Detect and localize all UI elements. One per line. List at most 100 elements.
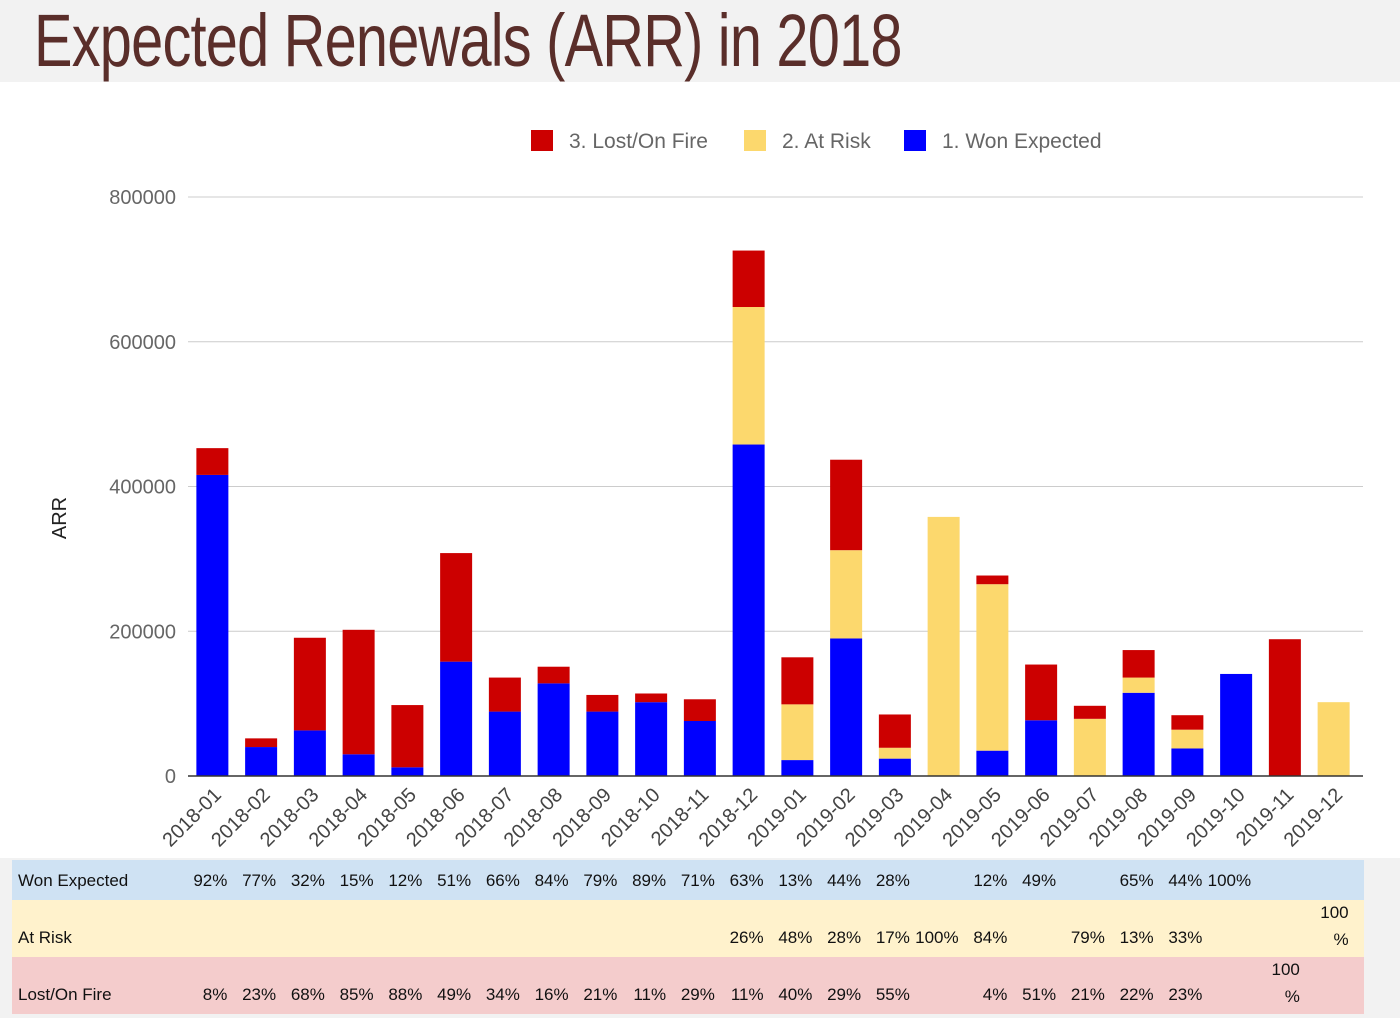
table-cell: 63% — [729, 871, 764, 890]
legend-swatch — [744, 130, 766, 151]
table-cell: 17% — [875, 928, 910, 947]
bar-risk — [1317, 702, 1350, 776]
table-cell: 16% — [534, 985, 569, 1004]
table-cell: 11% — [730, 985, 764, 1004]
legend-swatch — [904, 130, 926, 151]
bar-risk — [830, 550, 863, 639]
table-cell: 51% — [1022, 985, 1057, 1004]
legend-label: 3. Lost/On Fire — [569, 130, 708, 153]
table-cell: 88% — [388, 985, 423, 1004]
table-cell: 29% — [680, 985, 715, 1004]
bar-won — [781, 760, 814, 776]
table-cell: 13% — [778, 871, 813, 890]
bar-lost — [830, 459, 863, 551]
table-cell: 11% — [633, 985, 667, 1004]
table-cell: 71% — [680, 871, 715, 890]
bar-lost — [635, 693, 668, 703]
bar-won — [1220, 673, 1253, 776]
table-row-label: Lost/On Fire — [18, 985, 112, 1004]
bar-lost — [537, 666, 570, 684]
bar-risk — [1171, 729, 1204, 749]
bar-risk — [927, 516, 960, 776]
bar-won — [245, 747, 278, 776]
bar-won — [732, 444, 765, 776]
table-cell: 77% — [242, 871, 277, 890]
bar-lost — [1122, 650, 1155, 678]
table-cell: 44% — [827, 871, 862, 890]
y-tick-label: 600000 — [109, 332, 176, 354]
bar-lost — [1171, 715, 1204, 730]
table-cell: 89% — [632, 871, 667, 890]
chart-panel: 0 200000 400000 600000 800000 ARR 2018-01 2018-… — [0, 82, 1400, 858]
bar-lost — [245, 738, 278, 748]
table-row-label: Won Expected — [18, 871, 129, 890]
table-row: At Risk 26% 48% 28% 17% 100% 84% 79% 13% 33% 100% — [12, 900, 1364, 957]
table-cell: 21% — [583, 985, 618, 1004]
table-cell: 15% — [339, 871, 374, 890]
bar-risk — [1122, 677, 1155, 693]
bar-won — [488, 711, 521, 776]
y-tick-label: 200000 — [109, 621, 176, 643]
table-cell: 28% — [827, 928, 862, 947]
bar-chart: 0200000400000600000800000ARR2018-012018-… — [49, 130, 1363, 851]
bar-won — [537, 683, 570, 776]
bar-won — [635, 702, 668, 776]
bar-lost — [878, 714, 911, 748]
bar-won — [586, 711, 619, 776]
table-cell: 100% — [915, 928, 959, 947]
bar-won — [1025, 720, 1058, 776]
bar-risk — [732, 307, 765, 445]
legend-swatch — [531, 130, 553, 151]
table-row: Won Expected 92% 77% 32% 15% 12% 51% 66% 84% 79% 8… — [12, 860, 1364, 900]
table-cell: 29% — [827, 985, 862, 1004]
bar-lost — [586, 694, 619, 712]
table-cell: 13% — [1119, 928, 1154, 947]
table-cell: 4% — [982, 985, 1008, 1004]
bar-lost — [196, 448, 229, 475]
table-cell: 28% — [875, 871, 910, 890]
table-cell: 23% — [242, 985, 277, 1004]
table-cell: 79% — [1070, 928, 1105, 947]
table-cell: 22% — [1119, 985, 1154, 1004]
table-cell: 65% — [1119, 871, 1154, 890]
table-cell: 85% — [339, 985, 374, 1004]
y-tick-label: 0 — [165, 766, 176, 788]
bar-risk — [976, 584, 1009, 751]
bar-won — [1171, 748, 1204, 776]
bar-lost — [391, 705, 424, 768]
table-cell: 21% — [1070, 985, 1105, 1004]
bar-lost — [440, 553, 473, 662]
table-cell: 100% — [1207, 871, 1252, 890]
bar-won — [976, 750, 1009, 776]
table-cell: 23% — [1168, 985, 1203, 1004]
page-title: Expected Renewals (ARR) in 2018 — [34, 0, 903, 82]
table-row-label: At Risk — [18, 928, 72, 947]
bar-lost — [293, 637, 326, 731]
bar-lost — [1073, 705, 1106, 719]
bar-risk — [878, 747, 911, 759]
table-cell: 8% — [202, 985, 228, 1004]
table-cell: 68% — [290, 985, 325, 1004]
y-axis-label: ARR — [49, 497, 71, 539]
bar-risk — [1073, 718, 1106, 776]
bar-won — [391, 767, 424, 776]
table-cell: 84% — [973, 928, 1008, 947]
bar-won — [196, 474, 229, 776]
table-cell: 34% — [485, 985, 520, 1004]
table-cell: 12% — [388, 871, 423, 890]
y-tick-label: 400000 — [109, 477, 176, 499]
table-cell: 100% — [1271, 960, 1300, 1006]
bar-won — [830, 638, 863, 776]
table-cell: 49% — [1022, 871, 1057, 890]
bar-risk — [781, 704, 814, 761]
table-cell: 26% — [729, 928, 764, 947]
table-cell: 100% — [1320, 903, 1349, 949]
y-tick-label: 800000 — [109, 187, 176, 209]
legend-label: 2. At Risk — [782, 130, 871, 153]
table-cell: 51% — [437, 871, 472, 890]
bar-lost — [1025, 664, 1058, 721]
bar-lost — [781, 657, 814, 705]
bar-lost — [1268, 639, 1301, 776]
table-cell: 32% — [290, 871, 325, 890]
table-cell: 79% — [583, 871, 618, 890]
